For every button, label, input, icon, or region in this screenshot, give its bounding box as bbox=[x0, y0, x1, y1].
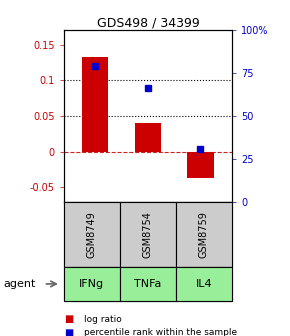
Text: GSM8754: GSM8754 bbox=[143, 211, 153, 258]
Text: IL4: IL4 bbox=[196, 279, 212, 289]
Text: log ratio: log ratio bbox=[84, 315, 122, 324]
Text: GSM8749: GSM8749 bbox=[87, 211, 97, 258]
Bar bbox=[82, 57, 108, 152]
Bar bbox=[135, 123, 161, 152]
Text: ■: ■ bbox=[64, 314, 73, 324]
Text: IFNg: IFNg bbox=[79, 279, 104, 289]
Text: TNFa: TNFa bbox=[134, 279, 162, 289]
Text: agent: agent bbox=[3, 279, 35, 289]
Bar bbox=[187, 152, 214, 178]
Text: percentile rank within the sample: percentile rank within the sample bbox=[84, 328, 237, 336]
Title: GDS498 / 34399: GDS498 / 34399 bbox=[97, 16, 199, 29]
Text: GSM8759: GSM8759 bbox=[199, 211, 209, 258]
Text: ■: ■ bbox=[64, 328, 73, 336]
